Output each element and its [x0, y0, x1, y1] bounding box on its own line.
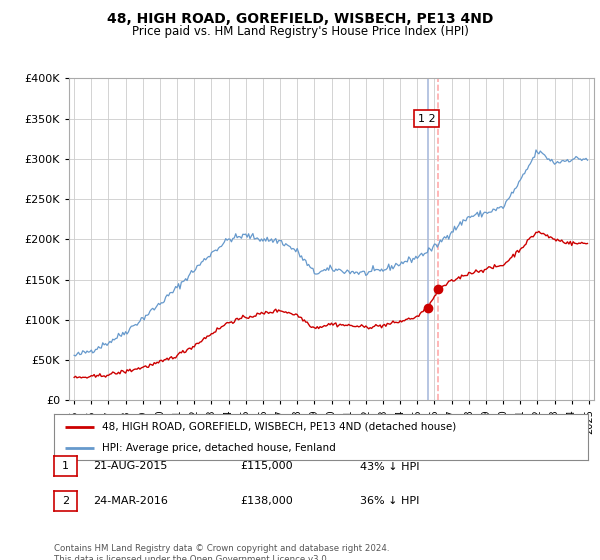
Text: 48, HIGH ROAD, GOREFIELD, WISBECH, PE13 4ND (detached house): 48, HIGH ROAD, GOREFIELD, WISBECH, PE13 … — [102, 422, 457, 432]
Text: £138,000: £138,000 — [240, 496, 293, 506]
Text: Contains HM Land Registry data © Crown copyright and database right 2024.
This d: Contains HM Land Registry data © Crown c… — [54, 544, 389, 560]
Text: 2: 2 — [62, 496, 69, 506]
Text: HPI: Average price, detached house, Fenland: HPI: Average price, detached house, Fenl… — [102, 443, 336, 453]
Text: £115,000: £115,000 — [240, 461, 293, 472]
Text: Price paid vs. HM Land Registry's House Price Index (HPI): Price paid vs. HM Land Registry's House … — [131, 25, 469, 38]
Text: 1 2: 1 2 — [418, 114, 436, 124]
Text: 21-AUG-2015: 21-AUG-2015 — [93, 461, 167, 472]
Text: 1: 1 — [62, 461, 69, 471]
Text: 36% ↓ HPI: 36% ↓ HPI — [360, 496, 419, 506]
Text: 48, HIGH ROAD, GOREFIELD, WISBECH, PE13 4ND: 48, HIGH ROAD, GOREFIELD, WISBECH, PE13 … — [107, 12, 493, 26]
Text: 24-MAR-2016: 24-MAR-2016 — [93, 496, 168, 506]
Text: 43% ↓ HPI: 43% ↓ HPI — [360, 461, 419, 472]
